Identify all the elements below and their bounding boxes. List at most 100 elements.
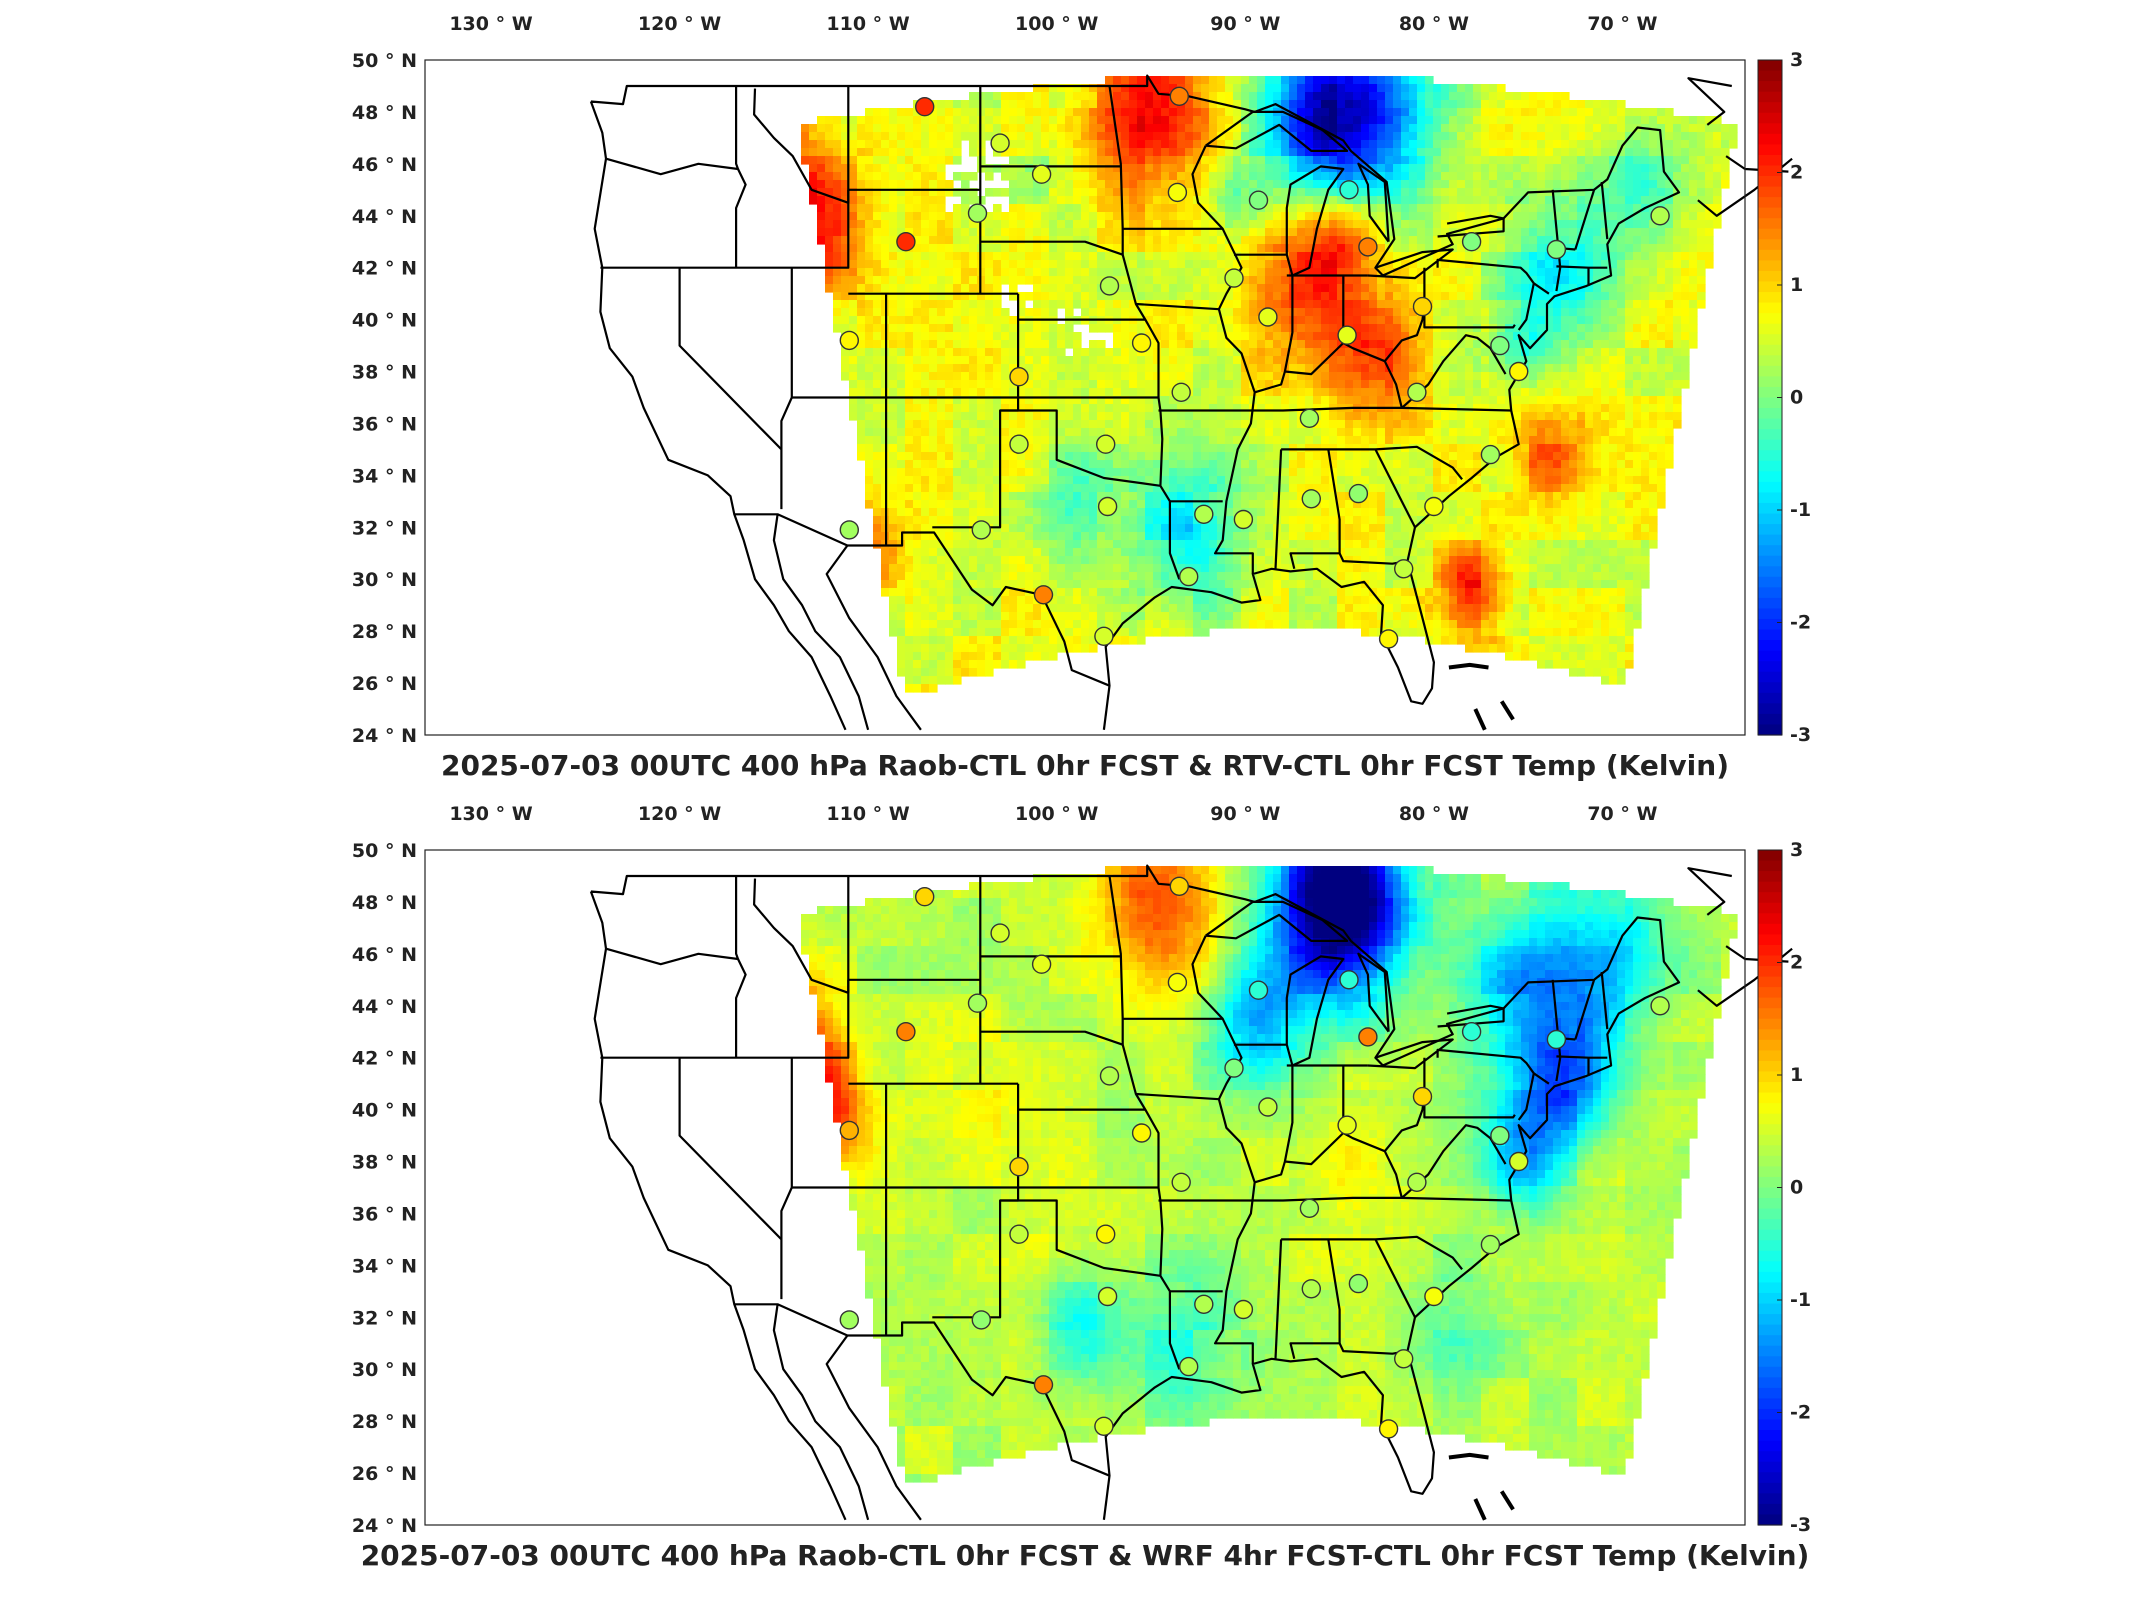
field-cell [1321, 108, 1330, 117]
field-cell [1097, 556, 1106, 565]
field-cell [1001, 620, 1010, 629]
field-cell [1153, 580, 1162, 589]
field-cell [1057, 132, 1066, 141]
field-cell [1337, 100, 1346, 109]
field-cell [897, 196, 906, 205]
field-cell [1393, 532, 1402, 541]
field-cell [849, 292, 858, 301]
field-cell [1105, 244, 1114, 253]
field-cell [1081, 356, 1090, 365]
field-cell [1089, 132, 1098, 141]
field-cell [1129, 356, 1138, 365]
field-cell [1313, 476, 1322, 485]
field-cell [1105, 532, 1114, 541]
field-cell [1025, 252, 1034, 261]
field-cell [1089, 484, 1098, 493]
field-cell [1121, 76, 1130, 85]
field-cell [1009, 564, 1018, 573]
field-cell [1217, 572, 1226, 581]
field-cell [1305, 92, 1314, 101]
field-cell [985, 364, 994, 373]
field-cell [913, 604, 922, 613]
field-cell [921, 364, 930, 373]
field-cell [985, 532, 994, 541]
field-cell [897, 372, 906, 381]
field-cell [1313, 588, 1322, 597]
field-cell [873, 428, 882, 437]
field-cell [905, 164, 914, 173]
field-cell [1273, 148, 1282, 157]
field-cell [1377, 436, 1386, 445]
field-cell [905, 156, 914, 165]
field-cell [913, 268, 922, 277]
field-cell [1201, 356, 1210, 365]
field-cell [905, 596, 914, 605]
field-cell [1169, 76, 1178, 85]
field-cell [1049, 524, 1058, 533]
field-cell [1193, 132, 1202, 141]
field-cell [1033, 116, 1042, 125]
field-cell [1401, 76, 1410, 85]
field-cell [1161, 348, 1170, 357]
field-cell [1401, 108, 1410, 117]
field-cell [1185, 444, 1194, 453]
field-cell [1393, 236, 1402, 245]
field-cell [961, 468, 970, 477]
field-cell [1169, 604, 1178, 613]
field-cell [873, 196, 882, 205]
field-cell [1369, 308, 1378, 317]
field-cell [1241, 332, 1250, 341]
field-cell [1273, 564, 1282, 573]
field-cell [1009, 172, 1018, 181]
field-cell [1193, 356, 1202, 365]
field-cell [929, 188, 938, 197]
field-cell [1089, 612, 1098, 621]
field-cell [993, 228, 1002, 237]
field-cell [929, 612, 938, 621]
field-cell [1321, 500, 1330, 509]
field-cell [1241, 380, 1250, 389]
field-cell [1097, 588, 1106, 597]
field-cell [1201, 172, 1210, 181]
field-cell [1153, 340, 1162, 349]
field-cell [1385, 604, 1394, 613]
field-cell [961, 548, 970, 557]
field-cell [1369, 620, 1378, 629]
field-cell [1353, 76, 1362, 85]
field-cell [1273, 92, 1282, 101]
field-cell [1193, 188, 1202, 197]
field-cell [889, 404, 898, 413]
field-cell [993, 324, 1002, 333]
field-cell [1353, 572, 1362, 581]
field-cell [1281, 348, 1290, 357]
field-cell [985, 244, 994, 253]
field-cell [1185, 612, 1194, 621]
field-cell [1057, 436, 1066, 445]
field-cell [1329, 332, 1338, 341]
field-cell [1225, 252, 1234, 261]
field-cell [1185, 148, 1194, 157]
field-cell [1017, 188, 1026, 197]
field-cell [945, 132, 954, 141]
field-cell [1337, 316, 1346, 325]
field-cell [1369, 508, 1378, 517]
field-cell [1281, 100, 1290, 109]
field-cell [1105, 412, 1114, 421]
field-cell [1097, 100, 1106, 109]
field-cell [1137, 108, 1146, 117]
field-cell [1145, 388, 1154, 397]
field-cell [1113, 332, 1122, 341]
field-cell [1041, 180, 1050, 189]
field-cell [1129, 156, 1138, 165]
field-cell [1297, 404, 1306, 413]
field-cell [969, 532, 978, 541]
field-cell [929, 308, 938, 317]
field-cell [1153, 620, 1162, 629]
field-cell [1169, 412, 1178, 421]
field-cell [1401, 468, 1410, 477]
field-cell [1305, 196, 1314, 205]
field-cell [913, 484, 922, 493]
field-cell [1297, 92, 1306, 101]
field-cell [1297, 188, 1306, 197]
field-cell [1041, 108, 1050, 117]
